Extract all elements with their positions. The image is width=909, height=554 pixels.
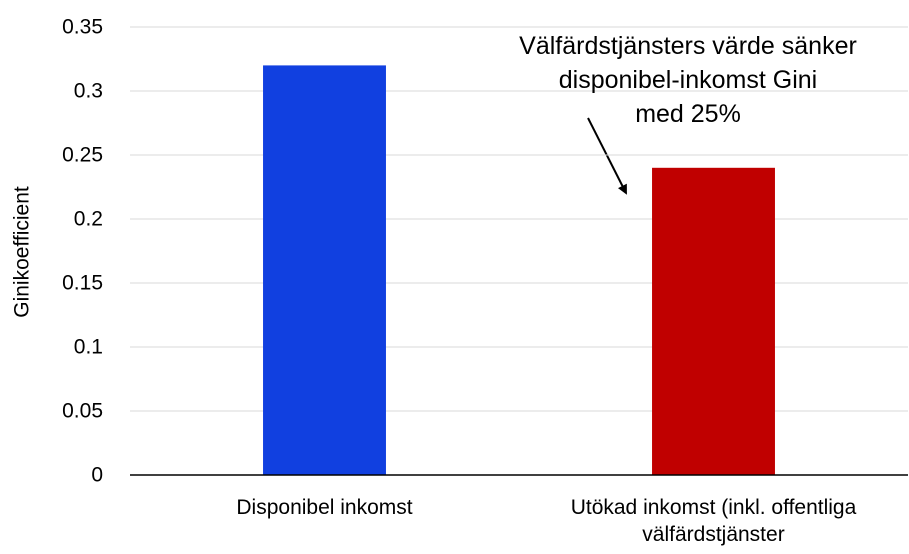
- annotation: med 25%: [635, 99, 741, 128]
- y-tick-label: 0.25: [62, 143, 103, 167]
- y-tick-label: 0.3: [73, 79, 103, 103]
- x-tick-label: Disponibel inkomst: [236, 496, 413, 519]
- x-tick-label: Utökad inkomst (inkl. offentliga välfärd…: [570, 496, 857, 547]
- y-tick-label: 0.1: [73, 335, 103, 359]
- y-tick-label: 0.2: [73, 207, 103, 231]
- annotation: disponibel-inkomst Gini: [558, 65, 818, 94]
- y-tick-label: 0.15: [62, 271, 103, 295]
- y-tick-label: 0.05: [62, 399, 103, 423]
- y-tick-label: 0.35: [62, 15, 103, 39]
- bar: [652, 167, 775, 476]
- y-tick-label: 0: [91, 463, 103, 487]
- annotation: Välfärdstjänsters värde sänker: [519, 31, 857, 60]
- bar: [263, 65, 386, 476]
